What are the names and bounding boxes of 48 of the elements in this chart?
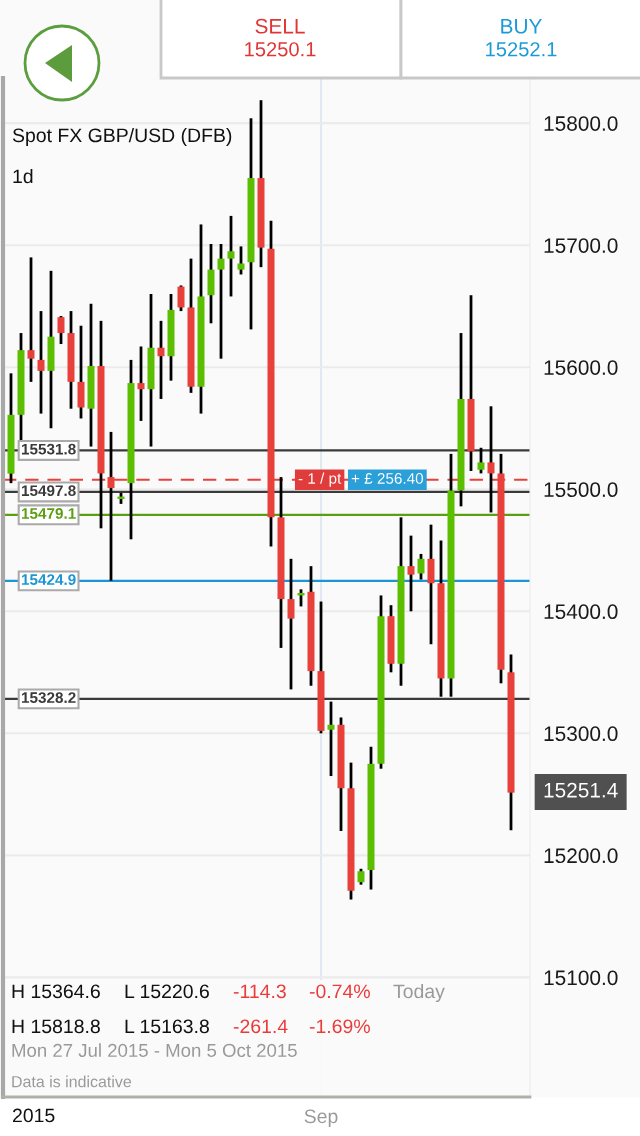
candlestick [227,214,235,298]
annotation: - 1 / pt [298,472,342,487]
y-tick-label: 15700.0 [544,238,618,253]
candlestick [327,700,335,778]
ref-line-label: 15424.9 [21,574,76,586]
y-tick-label: 15600.0 [544,360,618,375]
text: Spot FX GBP/USD (DFB) [12,127,232,147]
text: SELL [255,18,305,34]
text: 15251.4 [544,782,618,798]
y-tick-label: 15300.0 [544,726,618,742]
annotation: -0.74% [309,984,370,999]
candlestick [417,552,425,581]
annotation: Mon 27 Jul 2015 - Mon 5 Oct 2015 [12,1043,297,1057]
annotation: L 15220.6 [125,984,209,999]
text: 1d [13,168,33,184]
y-tick-label: 15400.0 [544,604,618,620]
annotation: Data is indicative [12,1075,132,1088]
text: BUY [501,19,542,34]
candlestick [57,314,65,346]
candlestick [237,245,245,276]
annotation: H 15818.8 [12,1019,100,1034]
ref-line-label: 15479.1 [21,508,76,519]
candlestick [27,256,35,384]
x-axis-title: 2015 [12,1108,55,1123]
candlestick [477,446,485,475]
annotation: -261.4 [233,1019,288,1034]
text: 15250.1 [245,42,316,57]
text: 15252.1 [486,42,557,57]
annotation: Today [393,983,445,1003]
ref-line-label: 15531.8 [21,443,76,455]
x-tick-label: Sep [304,1109,338,1128]
y-tick-label: 15800.0 [544,116,618,131]
annotation: L 15163.8 [125,1019,209,1034]
candlestick [177,284,185,313]
ref-line-label: 15497.8 [21,485,76,497]
candlestick [217,242,225,361]
candlestick [157,319,165,401]
y-tick-label: 15500.0 [544,482,618,498]
annotation: H 15364.6 [12,984,100,999]
candlestick [137,345,145,423]
candlestick [37,309,45,415]
annotation: -1.69% [309,1019,370,1034]
annotation: -114.3 [233,984,286,999]
candlestick [407,534,415,613]
candlestick [287,557,295,691]
y-tick-label: 15200.0 [544,848,618,864]
ref-line-label: 15328.2 [21,692,76,704]
y-tick-label: 15100.0 [544,970,618,986]
